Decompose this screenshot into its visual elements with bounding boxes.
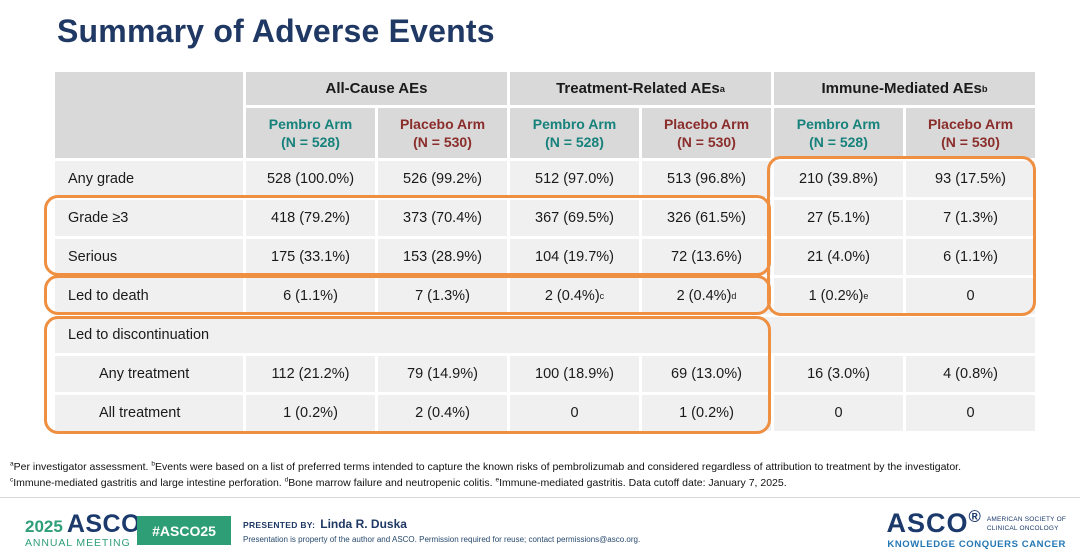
arm-header-placebo: Placebo Arm (N = 530) <box>642 108 771 158</box>
value-cell: 373 (70.4%) <box>378 200 507 236</box>
asco-org-line2: CLINICAL ONCOLOGY <box>986 524 1059 532</box>
value-cell: 528 (100.0%) <box>246 161 375 197</box>
adverse-events-table: All-Cause AEs Treatment-Related AEs a Immun… <box>55 72 1035 431</box>
value-cell: 2 (0.4%) <box>378 395 507 431</box>
value-cell: 72 (13.6%) <box>642 239 771 275</box>
presented-by-block: PRESENTED BY: Linda R. Duska Presentatio… <box>243 517 640 544</box>
presenter-name: Linda R. Duska <box>320 517 407 531</box>
row-label: Led to death <box>55 278 243 314</box>
row-label: Any treatment <box>55 356 243 392</box>
footer-divider <box>0 497 1080 498</box>
value-cell: 104 (19.7%) <box>510 239 639 275</box>
column-group-header: All-Cause AEs <box>246 72 507 105</box>
value-cell: 7 (1.3%) <box>378 278 507 314</box>
value-cell: 1 (0.2%) e <box>774 278 903 314</box>
footnote-line-1: aPer investigator assessment. bEvents we… <box>10 460 962 473</box>
permission-note: Presentation is property of the author a… <box>243 535 641 544</box>
value-cell: 100 (18.9%) <box>510 356 639 392</box>
knowledge-tagline: KNOWLEDGE CONQUERS CANCER <box>887 539 1066 550</box>
presented-by-label: PRESENTED BY: <box>243 520 316 530</box>
value-cell: 175 (33.1%) <box>246 239 375 275</box>
value-cell: 513 (96.8%) <box>642 161 771 197</box>
value-cell: 367 (69.5%) <box>510 200 639 236</box>
value-cell: 512 (97.0%) <box>510 161 639 197</box>
value-cell: 112 (21.2%) <box>246 356 375 392</box>
arm-header-placebo: Placebo Arm (N = 530) <box>378 108 507 158</box>
value-cell: 6 (1.1%) <box>906 239 1035 275</box>
value-cell: 0 <box>906 395 1035 431</box>
value-cell: 4 (0.8%) <box>906 356 1035 392</box>
value-cell: 2 (0.4%) d <box>642 278 771 314</box>
value-cell: 16 (3.0%) <box>774 356 903 392</box>
table-corner-cell <box>55 72 243 158</box>
slide-title: Summary of Adverse Events <box>57 13 495 49</box>
meeting-name: ANNUAL MEETING <box>25 537 131 549</box>
asco-logo-wordmark: ASCO® <box>886 507 982 538</box>
value-cell: 210 (39.8%) <box>774 161 903 197</box>
value-cell: 93 (17.5%) <box>906 161 1035 197</box>
asco-annual-meeting-logo: 2025 ASCO ANNUAL MEETING <box>25 510 142 549</box>
value-cell: 0 <box>510 395 639 431</box>
value-cell: 69 (13.0%) <box>642 356 771 392</box>
hashtag-badge: #ASCO25 <box>137 516 231 545</box>
value-cell: 418 (79.2%) <box>246 200 375 236</box>
value-cell: 6 (1.1%) <box>246 278 375 314</box>
arm-header-pembro: Pembro Arm (N = 528) <box>510 108 639 158</box>
meeting-org: ASCO <box>66 510 142 538</box>
value-cell: 21 (4.0%) <box>774 239 903 275</box>
meeting-year: 2025 <box>25 517 63 536</box>
row-label: All treatment <box>55 395 243 431</box>
row-label: Grade ≥3 <box>55 200 243 236</box>
arm-header-pembro: Pembro Arm (N = 528) <box>774 108 903 158</box>
column-group-header: Treatment-Related AEs a <box>510 72 771 105</box>
value-cell: 0 <box>774 395 903 431</box>
asco-logo: ASCO® AMERICAN SOCIETY OF CLINICAL ONCOL… <box>886 507 1066 550</box>
value-cell: 526 (99.2%) <box>378 161 507 197</box>
value-cell: 27 (5.1%) <box>774 200 903 236</box>
value-cell: 7 (1.3%) <box>906 200 1035 236</box>
arm-header-placebo: Placebo Arm (N = 530) <box>906 108 1035 158</box>
value-cell: 153 (28.9%) <box>378 239 507 275</box>
row-label: Serious <box>55 239 243 275</box>
row-label: Any grade <box>55 161 243 197</box>
footnote-line-2: cImmune-mediated gastritis and large int… <box>10 476 787 490</box>
footnotes: aPer investigator assessment. bEvents we… <box>10 459 1074 492</box>
row-label: Led to discontinuation <box>55 317 1035 353</box>
value-cell: 1 (0.2%) <box>642 395 771 431</box>
value-cell: 79 (14.9%) <box>378 356 507 392</box>
asco-org-line1: AMERICAN SOCIETY OF <box>986 516 1066 523</box>
value-cell: 2 (0.4%) c <box>510 278 639 314</box>
arm-header-pembro: Pembro Arm (N = 528) <box>246 108 375 158</box>
column-group-header: Immune-Mediated AEs b <box>774 72 1035 105</box>
value-cell: 1 (0.2%) <box>246 395 375 431</box>
value-cell: 0 <box>906 278 1035 314</box>
asco-org-name: AMERICAN SOCIETY OF CLINICAL ONCOLOGY <box>987 510 1066 534</box>
value-cell: 326 (61.5%) <box>642 200 771 236</box>
